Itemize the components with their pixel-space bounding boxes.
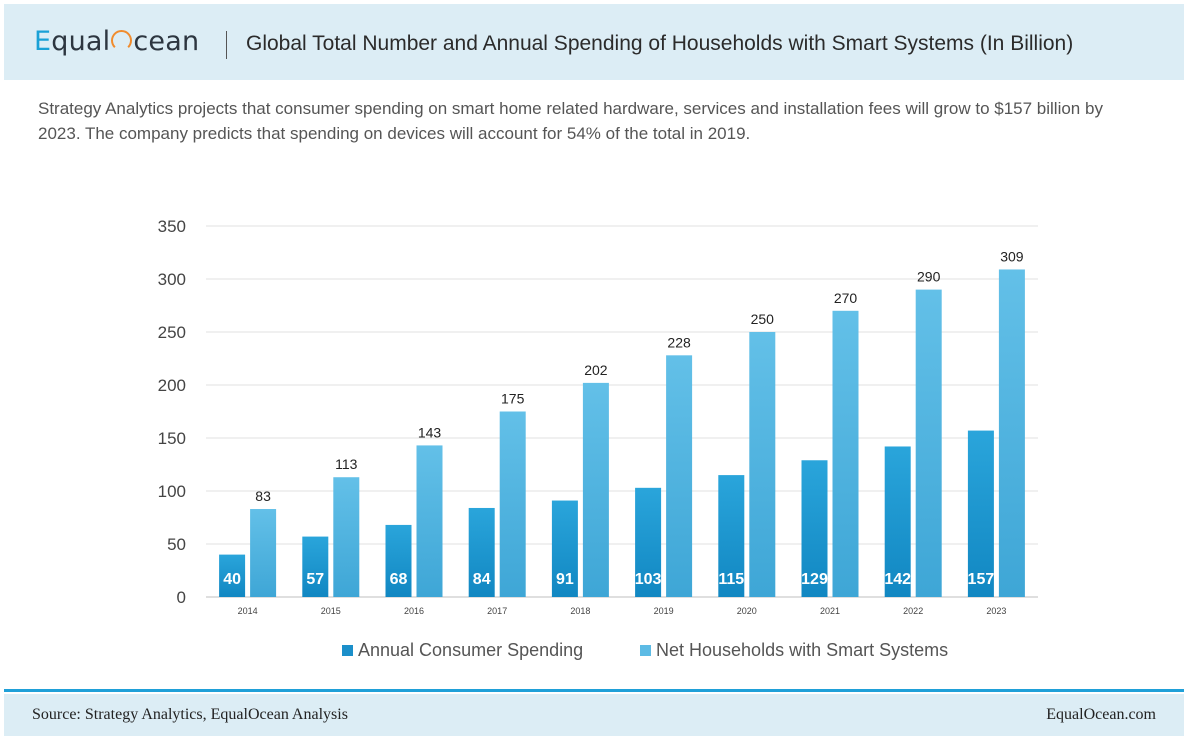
data-label-households: 202: [584, 362, 608, 378]
bar-annual-spending: [302, 536, 329, 597]
bar-net-households: [250, 509, 277, 597]
y-tick-label: 50: [167, 535, 186, 554]
x-tick-label: 2023: [986, 606, 1006, 616]
x-tick-label: 2020: [737, 606, 757, 616]
data-label-households: 270: [834, 290, 858, 306]
y-tick-label: 100: [158, 482, 186, 501]
x-tick-label: 2017: [487, 606, 507, 616]
x-tick-label: 2018: [570, 606, 590, 616]
bar-net-households: [499, 411, 526, 597]
header-bar: Equal cean Global Total Number and Annual…: [4, 4, 1184, 80]
legend-net-households-label: Net Households with Smart Systems: [656, 640, 948, 660]
data-label-households: 175: [501, 391, 525, 407]
page-title: Global Total Number and Annual Spending …: [246, 32, 1074, 55]
data-label-households: 143: [418, 424, 442, 440]
y-tick-label: 250: [158, 323, 186, 342]
bar-annual-spending: [219, 554, 246, 597]
data-label-spending: 40: [223, 571, 241, 588]
y-tick-label: 350: [158, 217, 186, 236]
x-tick-label: 2015: [321, 606, 341, 616]
data-label-spending: 142: [884, 571, 911, 588]
data-label-households: 250: [751, 311, 775, 327]
data-label-spending: 103: [635, 571, 662, 588]
data-label-households: 228: [667, 334, 691, 350]
data-label-spending: 91: [556, 571, 574, 588]
data-label-households: 309: [1000, 248, 1024, 264]
bar-annual-spending: [884, 446, 911, 597]
data-label-spending: 157: [968, 571, 995, 588]
y-tick-label: 300: [158, 270, 186, 289]
source-text: Source: Strategy Analytics, EqualOcean A…: [32, 706, 348, 723]
data-label-spending: 129: [801, 571, 828, 588]
legend-annual-spending-swatch: [342, 645, 353, 656]
x-tick-label: 2022: [903, 606, 923, 616]
x-tick-label: 2019: [654, 606, 674, 616]
legend-annual-spending-label: Annual Consumer Spending: [358, 640, 583, 660]
y-tick-label: 200: [158, 376, 186, 395]
footer-divider: [4, 689, 1184, 692]
x-tick-label: 2014: [238, 606, 258, 616]
bar-chart: 0 50 100 150 200 250 300 350 40 83 2014 57 113 2015 68…: [158, 217, 1038, 660]
bar-net-households: [666, 355, 693, 597]
footer-bar: Source: Strategy Analytics, EqualOcean A…: [4, 694, 1184, 736]
data-label-spending: 68: [390, 571, 408, 588]
chart-description: Strategy Analytics projects that consume…: [38, 99, 1103, 143]
bar-net-households: [915, 289, 942, 597]
y-tick-label: 0: [177, 588, 186, 607]
header-divider: [226, 31, 227, 59]
data-label-households: 83: [255, 488, 271, 504]
bar-annual-spending: [468, 507, 495, 597]
bar-annual-spending: [801, 460, 828, 597]
data-label-spending: 84: [473, 571, 491, 588]
bar-net-households: [749, 332, 776, 597]
bar-annual-spending: [718, 475, 745, 597]
bar-annual-spending: [967, 430, 994, 597]
logo-o-icon: [111, 30, 133, 51]
data-label-spending: 115: [718, 571, 744, 588]
data-label-spending: 57: [306, 571, 324, 588]
equalocean-logo[interactable]: Equal cean: [34, 26, 200, 57]
x-tick-label: 2016: [404, 606, 424, 616]
y-tick-label: 150: [158, 429, 186, 448]
data-label-households: 113: [335, 456, 358, 472]
bar-net-households: [416, 445, 443, 597]
bar-annual-spending: [385, 524, 412, 597]
bar-net-households: [832, 310, 859, 597]
data-label-households: 290: [917, 269, 941, 285]
bar-annual-spending: [635, 487, 662, 597]
bar-net-households: [333, 477, 360, 597]
bar-net-households: [998, 269, 1025, 597]
site-link[interactable]: EqualOcean.com: [1046, 706, 1156, 723]
bar-annual-spending: [551, 500, 578, 597]
x-tick-label: 2021: [820, 606, 840, 616]
legend-net-households-swatch: [640, 645, 651, 656]
bar-net-households: [582, 382, 609, 597]
